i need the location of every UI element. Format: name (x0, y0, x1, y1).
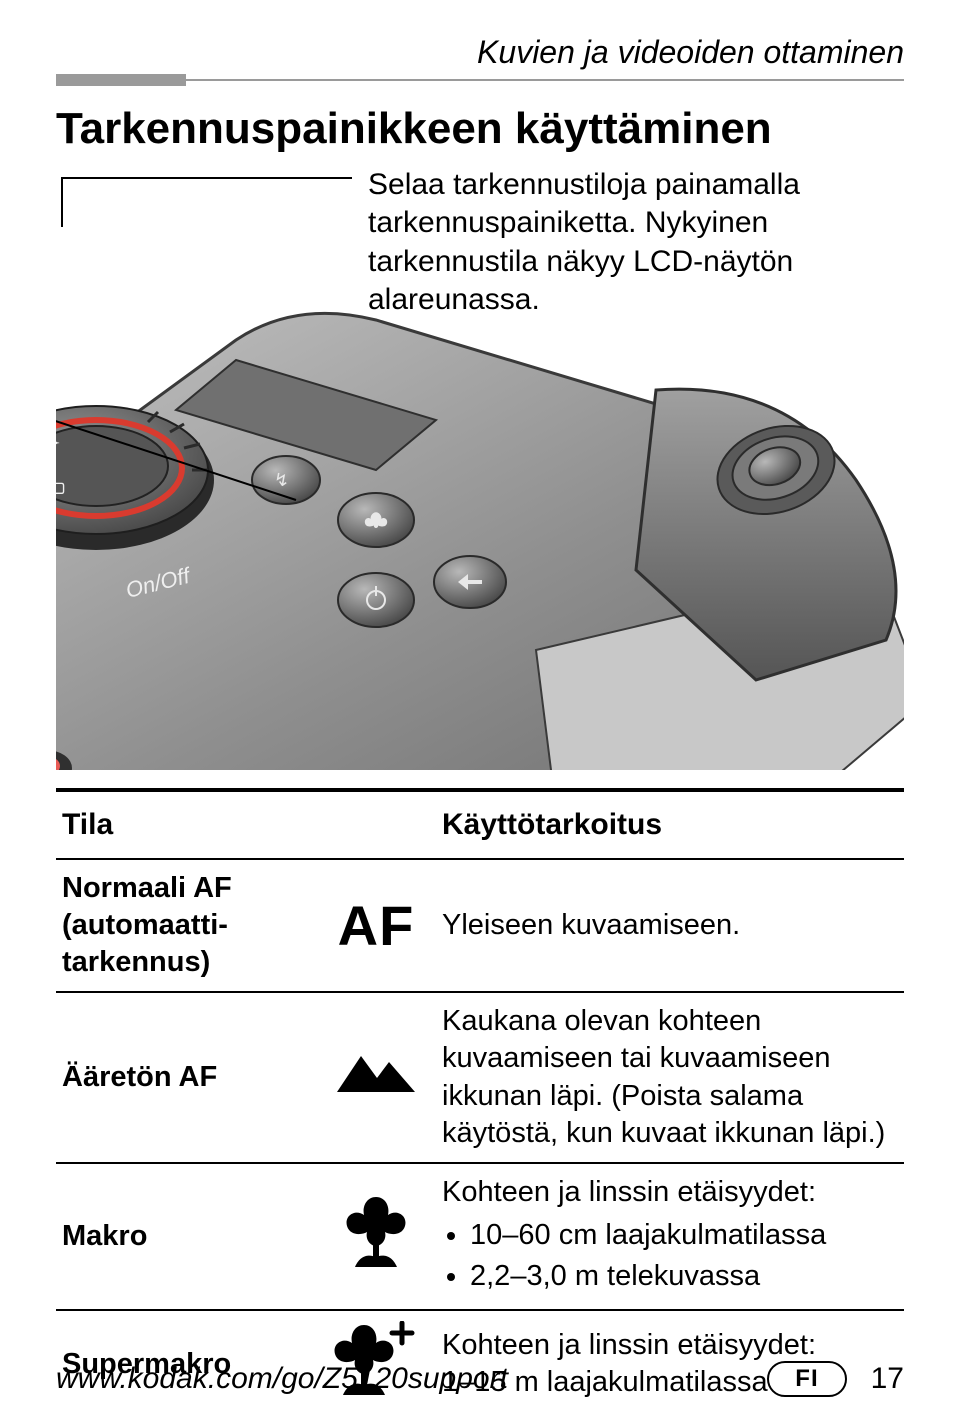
svg-text:▢: ▢ (56, 479, 65, 495)
section-title: Tarkennuspainikkeen käyttäminen (56, 104, 904, 154)
mountain-icon (316, 993, 436, 1161)
svg-text:↯: ↯ (274, 470, 289, 490)
table-row: Makro Kohteen ja linssin etäisyydet: 10–… (56, 1164, 904, 1309)
intro-text: Selaa tarkennustiloja painamalla tarkenn… (362, 166, 882, 320)
af-icon: AF (316, 860, 436, 991)
callout-leader (56, 172, 356, 242)
table-header-mode: Tila (56, 792, 316, 858)
list-item: 2,2–3,0 m telekuvassa (470, 1258, 898, 1295)
table-header-desc: Käyttötarkoitus (436, 792, 904, 858)
mode-label: Ääretön AF (56, 993, 316, 1161)
desc-intro: Kohteen ja linssin etäisyydet: (442, 1327, 898, 1364)
mode-desc: Kaukana olevan kohteen kuvaamiseen tai k… (436, 993, 904, 1161)
list-item: 10–60 cm laajakulmatilassa (470, 1217, 898, 1254)
page-footer: www.kodak.com/go/Z5120support FI 17 (56, 1361, 904, 1397)
footer-url: www.kodak.com/go/Z5120support (56, 1362, 508, 1396)
mode-desc: Kohteen ja linssin etäisyydet: 10–60 cm … (436, 1164, 904, 1309)
svg-text:✦: ✦ (56, 435, 60, 451)
page-number: 17 (871, 1362, 904, 1396)
language-badge: FI (767, 1361, 846, 1397)
mode-desc: Yleiseen kuvaamiseen. (436, 860, 904, 991)
mode-label: Makro (56, 1164, 316, 1309)
flower-icon (316, 1164, 436, 1309)
breadcrumb: Kuvien ja videoiden ottaminen (56, 34, 904, 71)
header-rule-thick (56, 74, 186, 86)
desc-intro: Kohteen ja linssin etäisyydet: (442, 1174, 898, 1211)
mode-label: Normaali AF (automaatti-tarkennus) (56, 860, 316, 991)
camera-illustration: ✦ ⟲ ▢ On/Off ↯ (56, 310, 904, 770)
table-row: Ääretön AF Kaukana olevan kohteen kuvaam… (56, 993, 904, 1161)
table-row: Normaali AF (automaatti-tarkennus) AF Yl… (56, 860, 904, 991)
focus-mode-table: Tila Käyttötarkoitus Normaali AF (automa… (56, 788, 904, 1418)
